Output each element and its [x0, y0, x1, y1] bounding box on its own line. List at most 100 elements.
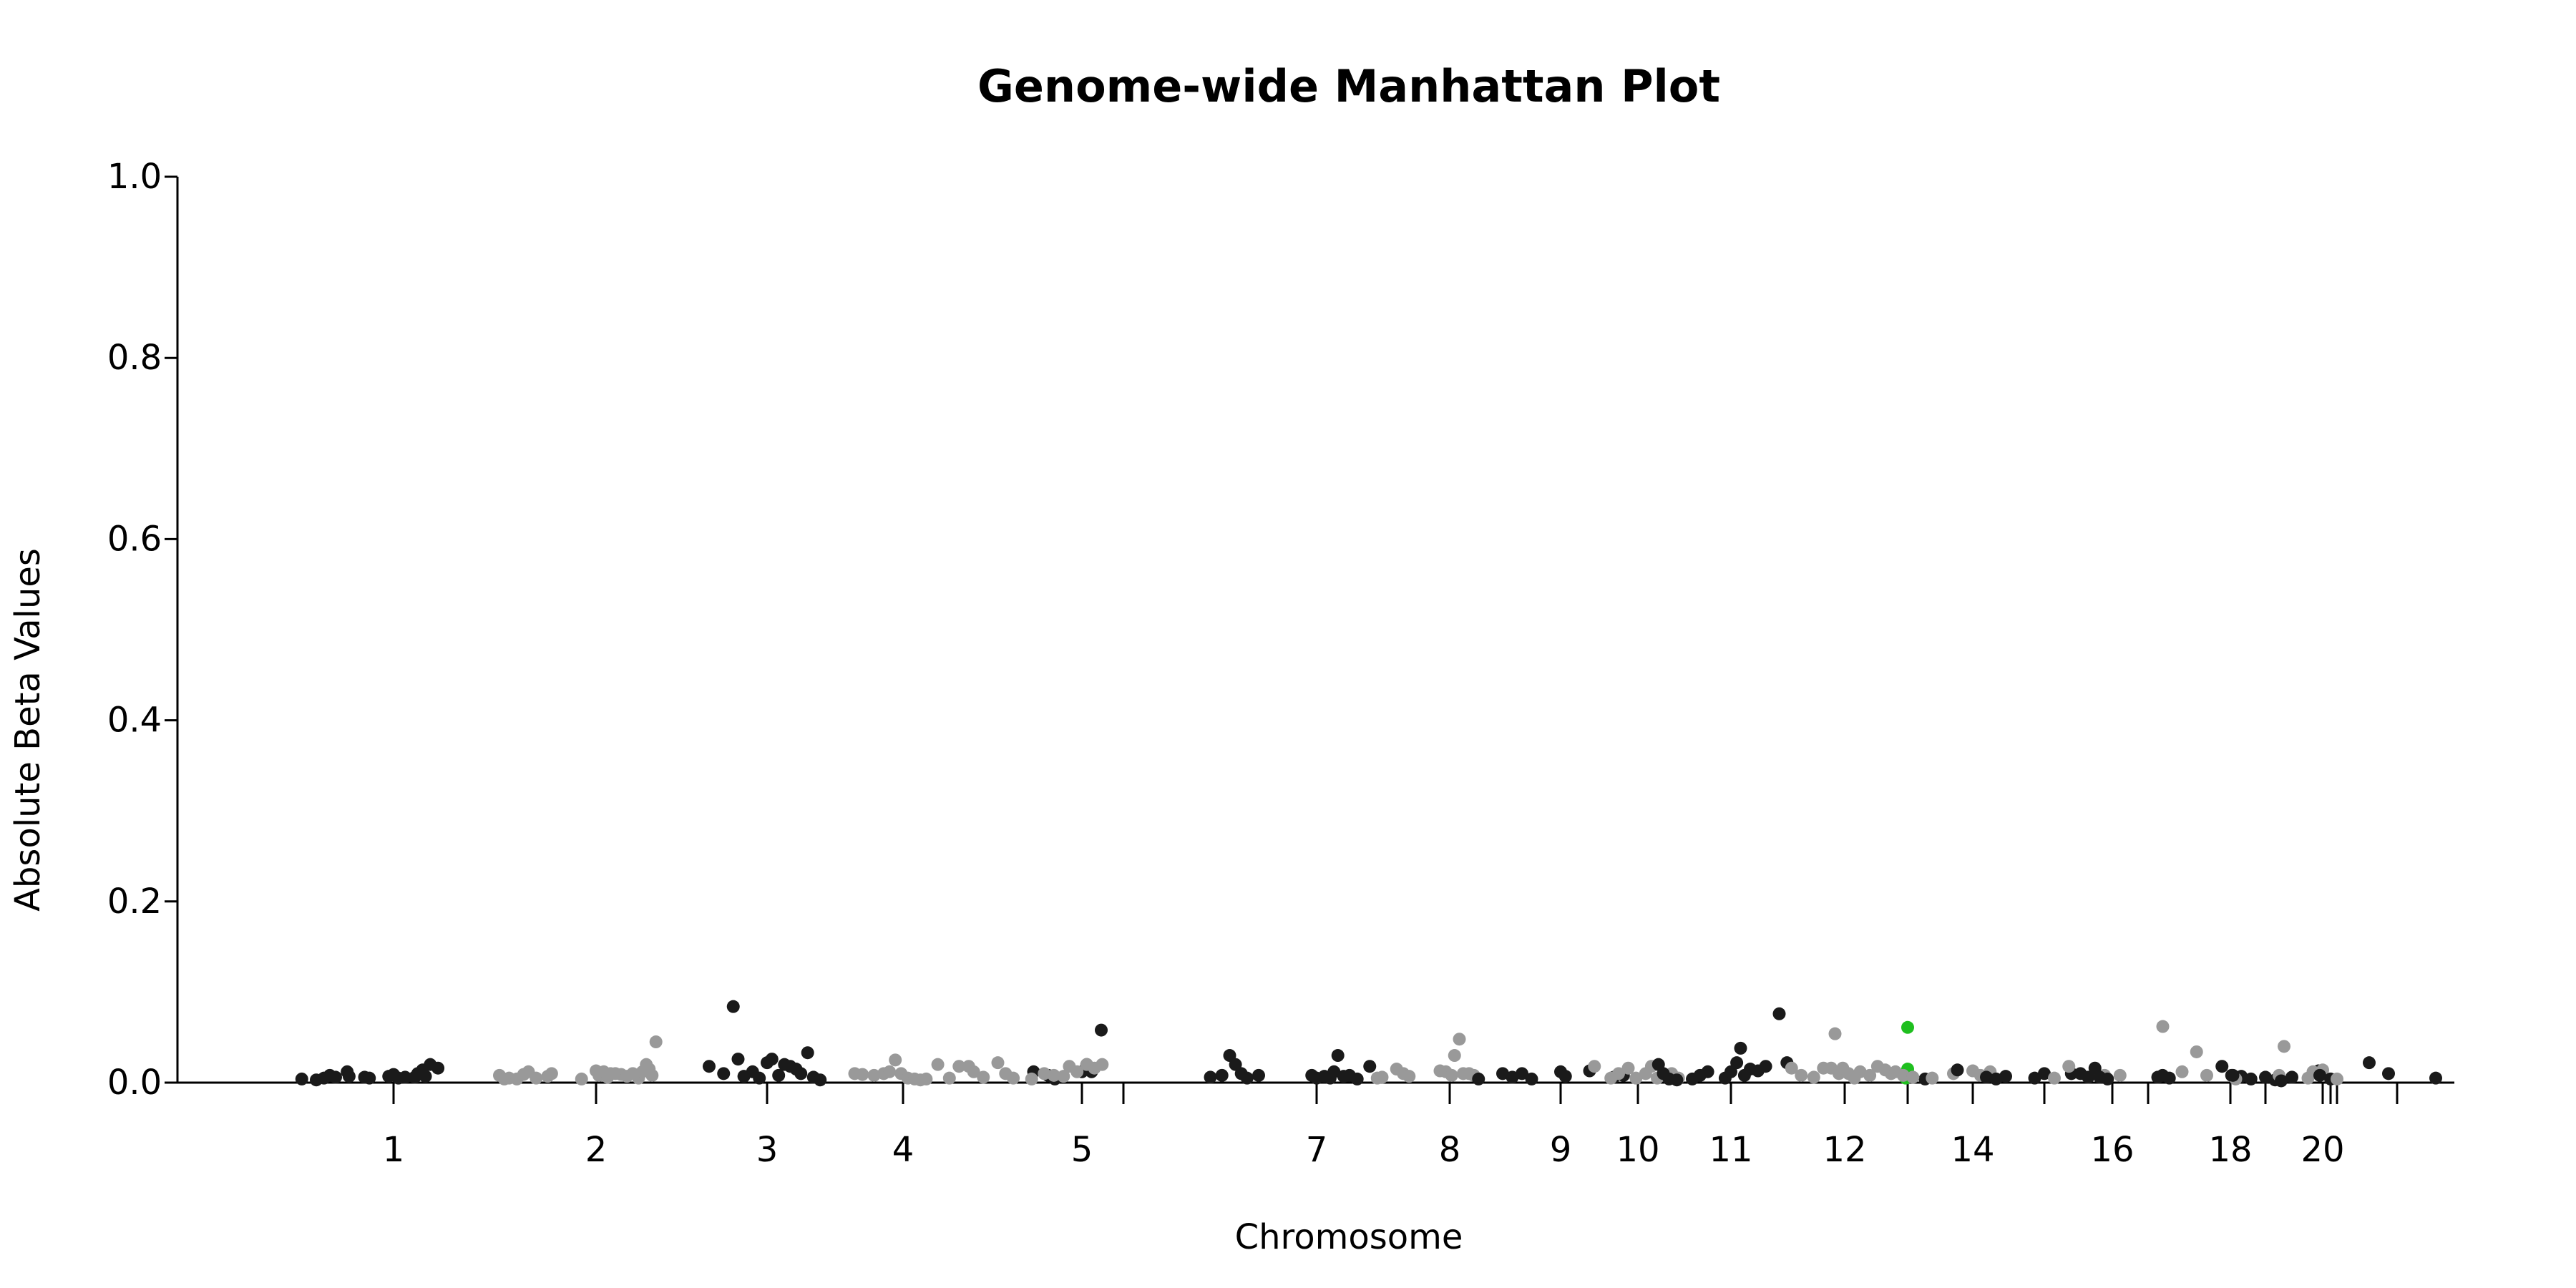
- data-point-chr3: [794, 1067, 808, 1080]
- data-point-chr21: [2363, 1056, 2376, 1070]
- data-point-chr11: [1772, 1007, 1786, 1020]
- data-point-chr2: [649, 1035, 663, 1049]
- data-point-chr11: [1759, 1060, 1772, 1073]
- data-point-chr4: [931, 1058, 945, 1071]
- data-point-chr3: [772, 1068, 786, 1082]
- data-point-chr1: [399, 1070, 412, 1084]
- data-point-chr15: [1999, 1070, 2012, 1083]
- y-tick-label: 0.6: [107, 519, 162, 559]
- data-point-chr8: [1402, 1070, 1416, 1083]
- data-point-chr18: [2175, 1065, 2189, 1078]
- x-axis-label: Chromosome: [1235, 1217, 1463, 1257]
- data-point-chrX: [2226, 1068, 2240, 1082]
- data-point-chr8: [1453, 1033, 1466, 1046]
- data-point-chr11: [1670, 1073, 1684, 1087]
- data-point-chr9: [1525, 1072, 1538, 1085]
- data-point-chr6: [1057, 1070, 1070, 1083]
- data-point-chr14: [1906, 1070, 1920, 1084]
- data-point-chr6: [1007, 1071, 1020, 1085]
- data-point-chr15: [2038, 1067, 2051, 1080]
- data-point-chr10: [1629, 1071, 1643, 1085]
- data-point-chr9: [1506, 1070, 1519, 1084]
- data-point-chr6: [967, 1065, 980, 1078]
- data-point-chrX: [2313, 1068, 2326, 1082]
- data-point-chr6: [1047, 1068, 1060, 1082]
- data-point-chr7: [1331, 1049, 1345, 1063]
- data-point-chr12: [1853, 1065, 1867, 1078]
- data-point-chr14: [1926, 1071, 1939, 1085]
- data-point-chr19: [2215, 1060, 2229, 1073]
- data-point-chr8: [1375, 1070, 1389, 1084]
- x-tick-label-11: 11: [1709, 1130, 1752, 1170]
- data-point-chr8: [1448, 1049, 1461, 1063]
- data-point-chr4: [883, 1065, 897, 1078]
- data-point-chr17: [2101, 1072, 2114, 1085]
- y-axis-label: Absolute Beta Values: [8, 548, 48, 912]
- data-point-chr4: [856, 1068, 869, 1081]
- data-point-chr2: [575, 1072, 588, 1085]
- data-point-chr1: [342, 1070, 356, 1083]
- data-point-chr21: [2285, 1070, 2298, 1084]
- x-tick-label-4: 4: [892, 1130, 914, 1170]
- data-point-chr3: [703, 1060, 716, 1073]
- data-point-chr10: [1621, 1061, 1635, 1075]
- data-point-chr15: [2028, 1071, 2041, 1085]
- x-tick-label-7: 7: [1306, 1130, 1328, 1170]
- data-point-chr1: [363, 1071, 376, 1085]
- x-tick-label-5: 5: [1071, 1130, 1093, 1170]
- y-tick-label: 1.0: [107, 157, 162, 197]
- data-point-chr13: [1901, 1020, 1914, 1034]
- data-point-chr18: [2156, 1020, 2170, 1033]
- x-tick-label-16: 16: [2090, 1130, 2134, 1170]
- data-point-chr3: [726, 1000, 740, 1013]
- data-point-chr3: [801, 1046, 814, 1060]
- data-point-chr22: [2331, 1072, 2343, 1085]
- y-tick-label: 0.4: [107, 701, 162, 741]
- data-point-chr12: [1807, 1070, 1820, 1084]
- data-point-chr19: [2244, 1072, 2258, 1085]
- data-point-chr5: [1095, 1023, 1108, 1037]
- data-point-chr11: [1734, 1041, 1747, 1055]
- data-point-chr6: [1038, 1067, 1051, 1080]
- data-point-chrX: [2275, 1074, 2288, 1088]
- y-tick-label: 0.2: [107, 882, 162, 922]
- data-point-chr16: [2113, 1068, 2127, 1082]
- data-point-chr7: [1215, 1068, 1229, 1082]
- data-point-chr7: [1204, 1070, 1217, 1084]
- data-point-chr12: [1828, 1027, 1842, 1040]
- data-point-chr2: [645, 1068, 659, 1082]
- x-tick-label-2: 2: [585, 1130, 608, 1170]
- data-point-chr11: [1701, 1065, 1714, 1078]
- data-point-chr10: [1612, 1067, 1625, 1080]
- data-point-chr6: [991, 1056, 1005, 1070]
- data-point-chr4: [919, 1072, 933, 1085]
- data-point-chr19: [2259, 1070, 2272, 1084]
- x-tick-label-14: 14: [1951, 1130, 1994, 1170]
- data-point-chr12: [1785, 1061, 1798, 1075]
- data-point-chr1: [329, 1070, 342, 1084]
- x-tick-label-10: 10: [1616, 1130, 1659, 1170]
- data-point-chr15: [1989, 1072, 2003, 1085]
- data-point-chr9: [1496, 1067, 1509, 1080]
- data-point-chr1: [431, 1061, 445, 1075]
- data-point-chr12: [1795, 1068, 1808, 1082]
- data-point-chr7: [1363, 1060, 1377, 1073]
- data-point-chr6: [977, 1070, 990, 1084]
- data-point-chr9: [1558, 1070, 1572, 1083]
- data-point-chr2: [545, 1067, 558, 1080]
- data-point-chr9: [1472, 1072, 1485, 1085]
- data-point-chr6: [1025, 1072, 1038, 1085]
- data-point-chr3: [731, 1053, 745, 1066]
- data-point-chr1: [295, 1072, 308, 1085]
- data-point-chr8: [1445, 1068, 1458, 1082]
- data-points: [295, 1000, 2442, 1088]
- data-point-chr12: [1863, 1068, 1877, 1082]
- data-point-chr4: [942, 1071, 956, 1085]
- data-point-chr3: [753, 1071, 766, 1085]
- data-point-chr16: [2062, 1060, 2076, 1073]
- data-point-chrX: [2429, 1071, 2442, 1085]
- data-point-chr7: [1350, 1072, 1364, 1085]
- data-point-chr3: [814, 1073, 827, 1087]
